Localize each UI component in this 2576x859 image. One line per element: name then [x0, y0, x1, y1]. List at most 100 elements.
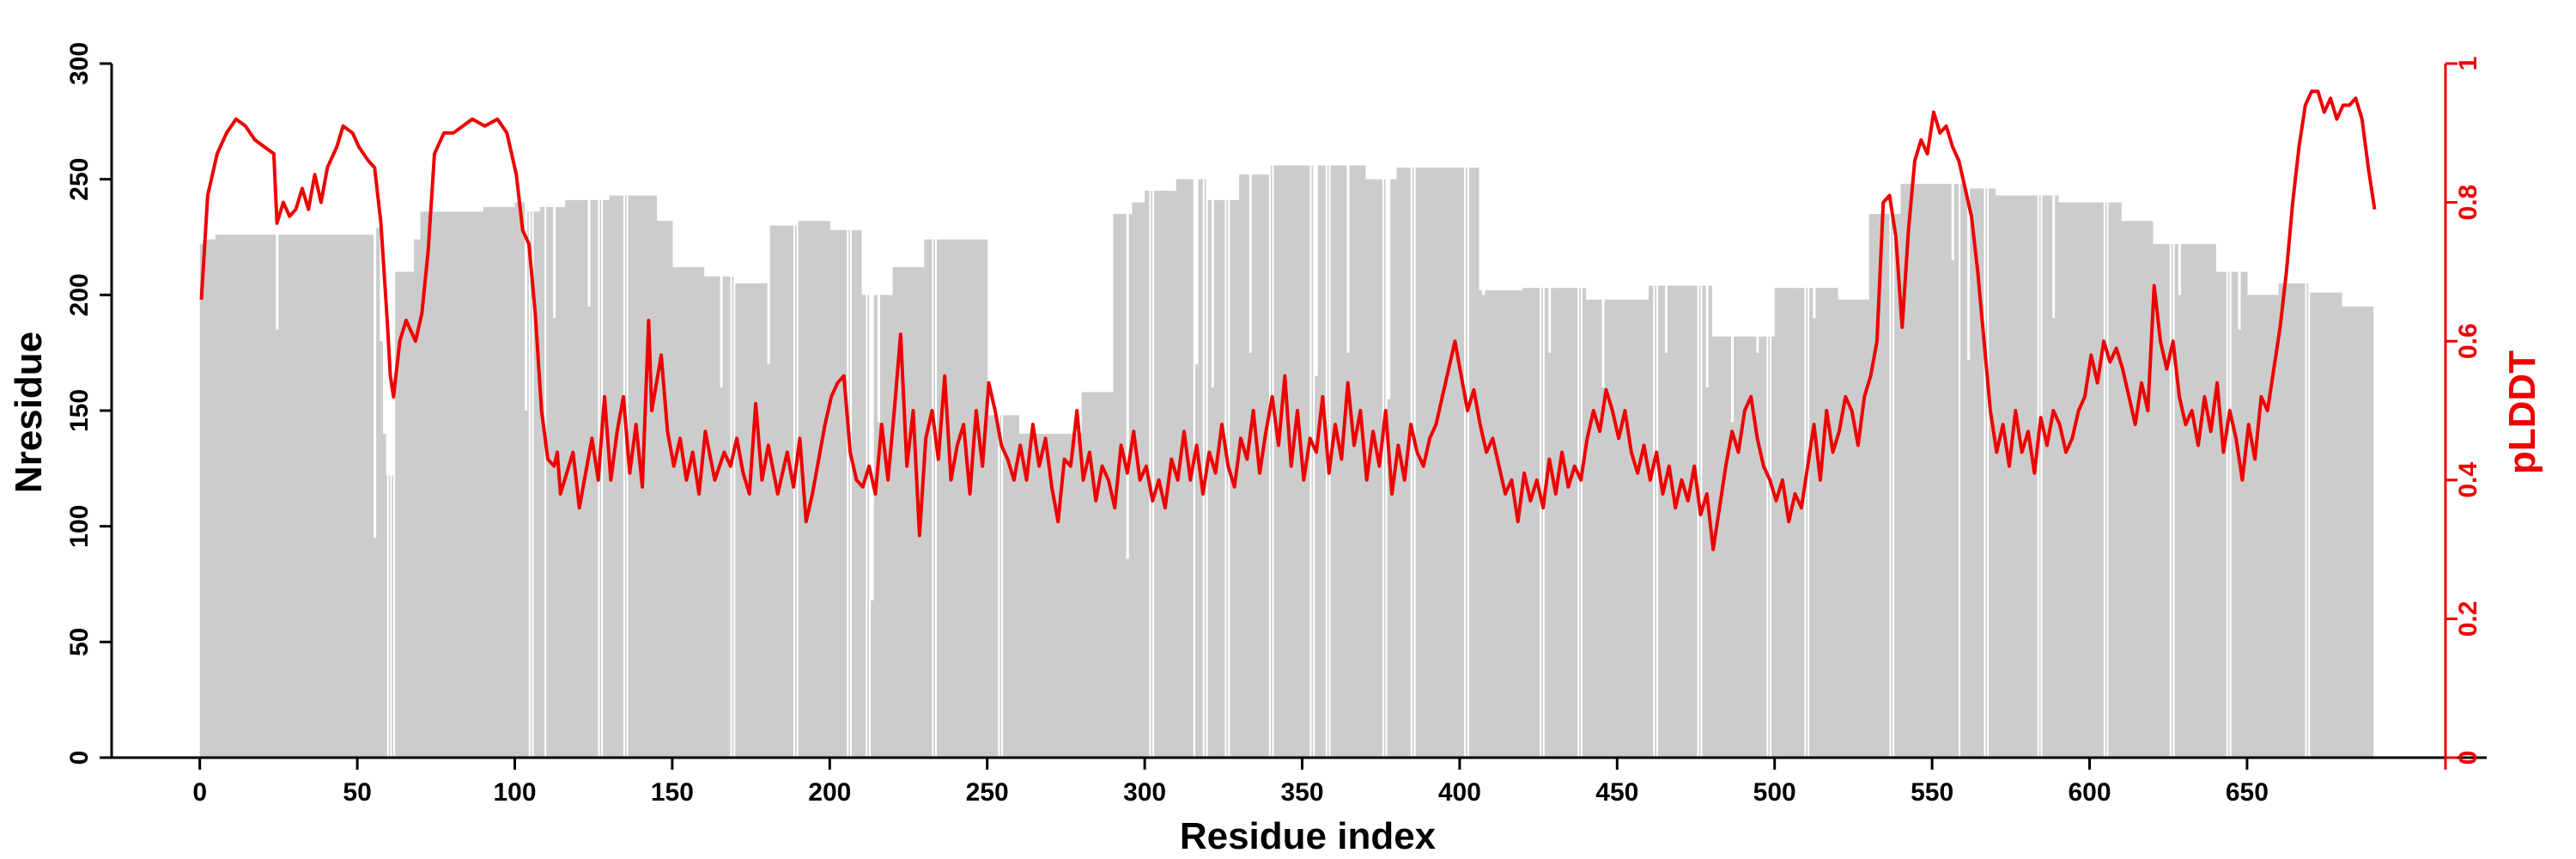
residue-bar: [1900, 184, 1905, 758]
residue-bar: [2117, 202, 2122, 758]
residue-bar: [854, 229, 859, 758]
residue-bar: [269, 235, 273, 758]
residue-bar: [2322, 292, 2327, 758]
residue-bar: [2287, 283, 2292, 758]
residue-bar: [543, 206, 545, 758]
residue-bar: [376, 228, 380, 758]
residue-bar: [1097, 392, 1102, 758]
residue-bar: [313, 235, 318, 758]
residue-bar: [2256, 295, 2261, 758]
residue-bar: [848, 229, 850, 758]
residue-bar: [1349, 165, 1353, 758]
residue-bar: [1589, 299, 1593, 758]
residue-bar: [1765, 336, 1767, 758]
residue-bar: [1995, 195, 1999, 758]
residue-bar: [1560, 288, 1564, 758]
residue-bar: [2168, 244, 2170, 758]
residue-bar: [1283, 165, 1287, 758]
residue-bar: [2001, 195, 2006, 758]
residue-bar: [1904, 184, 1908, 758]
residue-bar: [732, 276, 734, 758]
residue-bar: [1050, 433, 1054, 758]
residue-bar: [1343, 165, 1347, 758]
residue-bar: [1749, 336, 1753, 758]
residue-bar: [716, 276, 720, 758]
residue-bar: [1755, 352, 1759, 758]
residue-bar: [386, 475, 387, 758]
residue-bar: [1740, 336, 1744, 758]
x-tick-label: 650: [2226, 778, 2269, 807]
residue-bar: [1109, 392, 1115, 758]
residue-bar: [1459, 168, 1464, 758]
residue-bar: [2227, 271, 2230, 758]
residue-bar: [442, 211, 447, 758]
residue-bar: [675, 267, 679, 758]
residue-bar: [2130, 221, 2135, 758]
x-tick-label: 150: [651, 778, 694, 807]
residue-bar: [2123, 221, 2129, 758]
residue-bar: [615, 195, 620, 758]
residue-bar: [272, 235, 276, 758]
residue-bar: [1160, 191, 1164, 758]
residue-bar: [2121, 221, 2125, 758]
residue-bar: [1806, 288, 1808, 758]
residue-bar: [845, 229, 848, 758]
residue-bar: [1352, 165, 1357, 758]
residue-bar: [1636, 299, 1640, 758]
residue-bar: [499, 206, 503, 758]
residue-bar: [1491, 289, 1495, 758]
residue-bar: [2014, 195, 2018, 758]
residue-bar: [2369, 306, 2374, 758]
residue-bar: [817, 221, 821, 758]
residue-bar: [1668, 285, 1672, 758]
residue-bar: [1194, 364, 1200, 758]
residue-bar: [1157, 191, 1162, 758]
residue-bar: [2281, 283, 2286, 758]
residue-bar: [779, 225, 783, 758]
residue-bar: [1774, 288, 1778, 758]
residue-bar: [877, 422, 881, 758]
x-tick-label: 200: [808, 778, 851, 807]
residue-bar: [2178, 295, 2182, 758]
residue-bar: [1519, 289, 1523, 758]
residue-bar: [2250, 295, 2254, 758]
residue-bar: [480, 211, 484, 758]
residue-bar: [2240, 271, 2245, 758]
residue-bar: [1088, 392, 1092, 758]
residue-bar: [1119, 214, 1124, 758]
residue-bar: [2042, 195, 2046, 758]
residue-bar: [688, 267, 692, 758]
residue-bar: [1941, 184, 1946, 758]
residue-bar: [958, 239, 963, 758]
residue-bar: [1497, 289, 1502, 758]
residue-bar: [2108, 202, 2112, 758]
residue-bar: [253, 235, 258, 758]
residue-bar: [1005, 415, 1010, 758]
residue-bar: [1793, 288, 1797, 758]
residue-bar: [1800, 288, 1804, 758]
residue-bar: [571, 199, 575, 758]
residue-bar: [2017, 195, 2021, 758]
residue-bar: [473, 211, 478, 758]
residue-bar: [2165, 244, 2169, 758]
residue-bar: [930, 239, 933, 758]
residue-bar: [826, 221, 830, 758]
residue-bar: [1717, 336, 1722, 758]
residue-bar: [445, 211, 450, 758]
residue-bar: [1834, 288, 1838, 758]
residue-bar: [414, 239, 418, 758]
residue-bar: [1935, 184, 1940, 758]
residue-bar: [870, 600, 875, 758]
residue-bar: [316, 235, 320, 758]
residue-bar: [1066, 433, 1070, 758]
residue-bar: [835, 229, 840, 758]
y-left-tick-label: 250: [65, 158, 94, 201]
residue-bar: [1475, 168, 1479, 758]
residue-bar: [634, 195, 639, 758]
x-tick-label: 350: [1280, 778, 1323, 807]
x-tick-label: 400: [1438, 778, 1481, 807]
residue-bar: [927, 239, 932, 758]
residue-bar: [860, 295, 866, 758]
residue-bar: [2363, 306, 2367, 758]
residue-bar: [709, 276, 714, 758]
